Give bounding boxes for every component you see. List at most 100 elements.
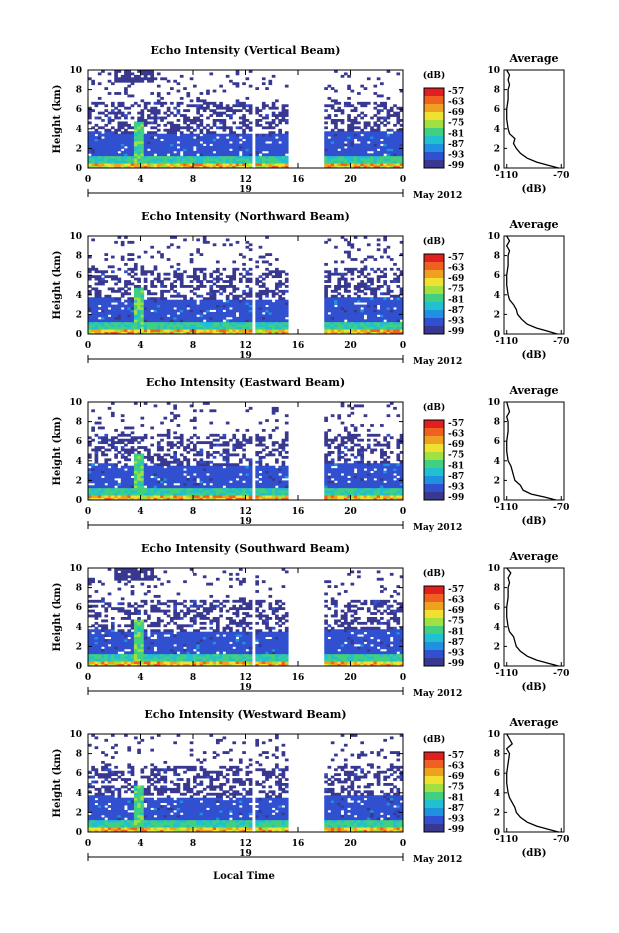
heatmap-cell	[190, 436, 194, 439]
heatmap-cell	[272, 409, 276, 412]
heatmap-cell	[177, 468, 181, 471]
heatmap-cell	[360, 151, 364, 154]
heatmap-cell	[331, 129, 335, 132]
heatmap-cell	[134, 314, 138, 317]
heatmap-cell	[144, 104, 148, 107]
heatmap-cell	[324, 285, 328, 288]
heatmap-cell	[183, 495, 187, 498]
heatmap-cell	[223, 307, 227, 310]
heatmap-cell	[367, 297, 371, 300]
heatmap-cell	[380, 292, 384, 295]
heatmap-cell	[150, 126, 154, 129]
heatmap-cell	[383, 280, 387, 283]
heatmap-cell	[177, 161, 181, 164]
colorbar-tick-label: -87	[448, 140, 464, 150]
heatmap-cell	[160, 488, 164, 491]
heatmap-cell	[334, 156, 338, 159]
heatmap-cell	[249, 258, 253, 261]
heatmap-cell	[157, 446, 161, 449]
heatmap-cell	[170, 285, 174, 288]
heatmap-cell	[285, 488, 289, 491]
heatmap-cell	[242, 141, 246, 144]
heatmap-cell	[141, 109, 145, 112]
heatmap-cell	[114, 278, 118, 281]
heatmap-cell	[262, 429, 266, 432]
heatmap-cell	[98, 112, 102, 115]
heatmap-cell	[249, 319, 253, 322]
heatmap-cell	[183, 87, 187, 90]
heatmap-cell	[370, 310, 374, 313]
heatmap-cell	[127, 126, 131, 129]
heatmap-cell	[124, 322, 128, 325]
heatmap-cell	[131, 95, 135, 98]
heatmap-cell	[282, 449, 286, 452]
heatmap-cell	[104, 295, 108, 298]
heatmap-cell	[255, 466, 259, 469]
heatmap-cell	[262, 456, 266, 459]
heatmap-cell	[347, 102, 351, 105]
heatmap-cell	[383, 300, 387, 303]
heatmap-cell	[351, 329, 355, 332]
heatmap-cell	[262, 478, 266, 481]
heatmap-cell	[331, 141, 335, 144]
heatmap-cell	[337, 300, 341, 303]
heatmap-cell	[223, 449, 227, 452]
heatmap-cell	[232, 480, 236, 483]
heatmap-cell	[390, 295, 394, 298]
heatmap-cell	[236, 139, 240, 142]
heatmap-cell	[101, 436, 105, 439]
heatmap-cell	[324, 314, 328, 317]
heatmap-cell	[275, 275, 279, 278]
heatmap-cell	[163, 453, 167, 456]
heatmap-cell	[377, 285, 381, 288]
heatmap-cell	[157, 480, 161, 483]
heatmap-cell	[337, 163, 341, 166]
heatmap-cell	[118, 109, 122, 112]
heatmap-cell	[209, 409, 213, 412]
heatmap-cell	[206, 451, 210, 454]
heatmap-cell	[147, 72, 151, 75]
heatmap-cell	[141, 112, 145, 115]
heatmap-cell	[167, 146, 171, 149]
heatmap-cell	[216, 495, 220, 498]
heatmap-cell	[95, 141, 99, 144]
heatmap-cell	[275, 427, 279, 430]
heatmap-cell	[232, 104, 236, 107]
heatmap-cell	[285, 466, 289, 469]
heatmap-cell	[344, 238, 348, 241]
heatmap-cell	[226, 302, 230, 305]
heatmap-cell	[98, 485, 102, 488]
heatmap-cell	[249, 439, 253, 442]
heatmap-cell	[259, 436, 263, 439]
heatmap-cell	[193, 156, 197, 159]
heatmap-cell	[193, 117, 197, 120]
heatmap-cell	[91, 427, 95, 430]
heatmap-cell	[121, 439, 125, 442]
heatmap-cell	[150, 468, 154, 471]
heatmap-cell	[104, 148, 108, 151]
heatmap-cell	[265, 261, 269, 264]
heatmap-cell	[232, 141, 236, 144]
heatmap-cell	[177, 329, 181, 332]
heatmap-cell	[334, 161, 338, 164]
heatmap-cell	[380, 319, 384, 322]
heatmap-cell	[373, 310, 377, 313]
heatmap-cell	[268, 468, 272, 471]
heatmap-cell	[259, 478, 263, 481]
heatmap-cell	[219, 287, 223, 290]
heatmap-cell	[183, 471, 187, 474]
heatmap-cell	[186, 285, 190, 288]
heatmap-cell	[147, 131, 151, 134]
heatmap-cell	[157, 102, 161, 105]
heatmap-cell	[186, 141, 190, 144]
heatmap-cell	[265, 495, 269, 498]
heatmap-cell	[167, 163, 171, 166]
heatmap-cell	[167, 317, 171, 320]
heatmap-cell	[367, 319, 371, 322]
heatmap-cell	[108, 121, 112, 124]
heatmap-cell	[337, 314, 341, 317]
heatmap-cell	[124, 280, 128, 283]
heatmap-cell	[203, 273, 207, 276]
heatmap-cell	[144, 476, 148, 479]
heatmap-cell	[186, 439, 190, 442]
